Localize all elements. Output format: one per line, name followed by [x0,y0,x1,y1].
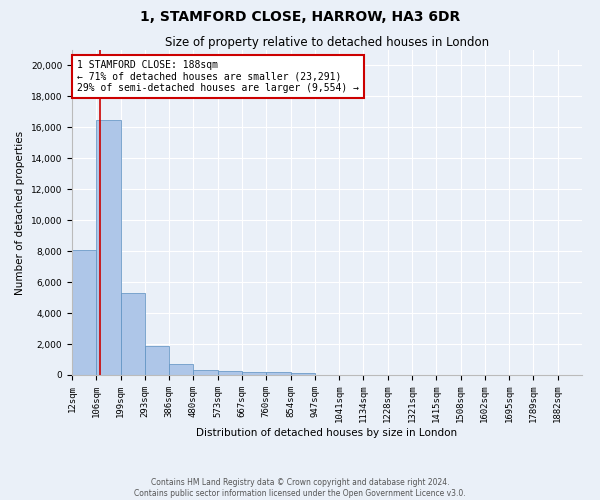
Bar [96,120,121,375]
Text: 1, STAMFORD CLOSE, HARROW, HA3 6DR: 1, STAMFORD CLOSE, HARROW, HA3 6DR [140,10,460,24]
Title: Size of property relative to detached houses in London: Size of property relative to detached ho… [165,36,489,49]
Bar [193,370,218,375]
Bar [218,371,242,375]
Bar [169,364,193,375]
Bar [145,346,169,375]
Bar [121,293,145,375]
Y-axis label: Number of detached properties: Number of detached properties [15,130,25,294]
X-axis label: Distribution of detached houses by size in London: Distribution of detached houses by size … [196,428,458,438]
Bar [266,372,290,375]
Text: Contains HM Land Registry data © Crown copyright and database right 2024.
Contai: Contains HM Land Registry data © Crown c… [134,478,466,498]
Bar [72,250,96,375]
Text: 1 STAMFORD CLOSE: 188sqm
← 71% of detached houses are smaller (23,291)
29% of se: 1 STAMFORD CLOSE: 188sqm ← 71% of detach… [77,60,359,93]
Bar [242,372,266,375]
Bar [290,372,315,375]
